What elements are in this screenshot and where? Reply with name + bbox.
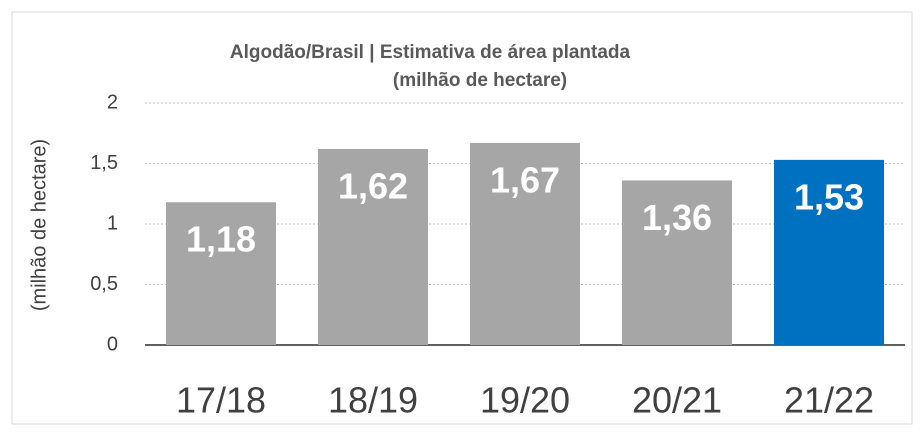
x-tick-label: 19/20 [480, 380, 570, 421]
data-label: 1,18 [186, 219, 256, 260]
bar [470, 142, 580, 345]
y-tick-label: 0 [107, 333, 118, 355]
data-label: 1,36 [642, 197, 712, 238]
y-axis-label: (milhão de hectare) [28, 139, 50, 311]
bar [622, 180, 732, 345]
data-label: 1,67 [490, 159, 560, 200]
data-label: 1,53 [794, 176, 864, 217]
chart-frame [11, 11, 913, 425]
bar [318, 148, 428, 345]
x-tick-label: 20/21 [632, 380, 722, 421]
x-tick-label: 17/18 [176, 380, 266, 421]
data-label: 1,62 [338, 165, 408, 206]
x-tick-label: 18/19 [328, 380, 418, 421]
chart-subtitle: (milhão de hectare) [393, 70, 567, 91]
y-tick-label: 1,5 [90, 152, 118, 174]
y-tick-label: 0,5 [90, 273, 118, 295]
y-tick-label: 1 [107, 212, 118, 234]
bar [774, 159, 884, 345]
x-tick-label: 21/22 [784, 380, 874, 421]
y-tick-label: 2 [107, 91, 118, 113]
chart-title: Algodão/Brasil | Estimativa de área plan… [230, 42, 631, 63]
bar [166, 202, 276, 345]
